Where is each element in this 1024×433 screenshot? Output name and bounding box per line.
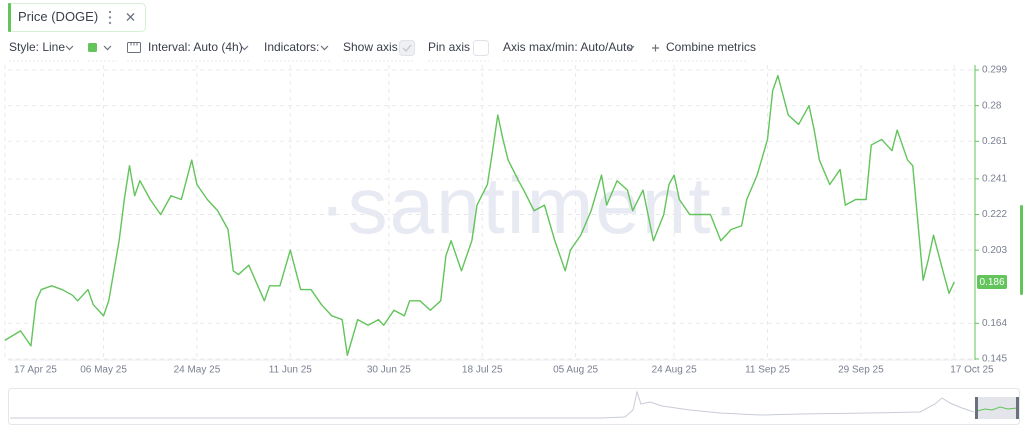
plus-icon (652, 44, 659, 52)
chevron (626, 45, 635, 51)
x-tick-label: 17 Oct 25 (950, 365, 994, 376)
navigator[interactable] (8, 388, 1020, 425)
style-button[interactable]: Style: Line (9, 40, 65, 54)
x-tick-label: 24 May 25 (174, 365, 221, 376)
y-tick-label: 0.145 (982, 354, 1007, 365)
navigator-handle[interactable] (1016, 397, 1019, 419)
toolbar: Style: Line Interval: Auto (4h) Indicato… (9, 40, 756, 62)
show-axis-checkbox[interactable] (399, 40, 415, 56)
y-tick-label: 0.299 (982, 65, 1007, 76)
checkmark (402, 44, 412, 53)
price-line (4, 74, 955, 356)
color-swatch[interactable] (88, 43, 97, 52)
metric-tag[interactable]: Price (DOGE) (8, 3, 146, 32)
last-value-badge (977, 275, 1007, 290)
y-tick-label: 0.164 (982, 318, 1007, 329)
chevron (103, 45, 112, 51)
chevron (65, 45, 74, 51)
metric-name: Price (DOGE) (18, 9, 98, 24)
y-tick-label: 0.28 (982, 100, 1002, 111)
x-tick-label: 06 May 25 (80, 365, 127, 376)
navigator-line (10, 390, 975, 419)
watermark: ·santiment· (319, 161, 741, 250)
metric-tag-accent (8, 3, 11, 32)
navigator-selected-line (976, 406, 1018, 412)
axis-minmax-button[interactable]: Axis max/min: Auto/Auto (503, 40, 633, 54)
x-tick-label: 24 Aug 25 (652, 365, 697, 376)
scroll-indicator (1020, 205, 1023, 295)
plot-area: 0.145 0.164 0.203 0.222 0.241 0.261 0.28 0.299 1… (4, 65, 1007, 376)
chevron (320, 45, 329, 51)
menu-icon[interactable] (108, 10, 112, 25)
interval-icon-ticks (130, 42, 138, 46)
navigator-handle[interactable] (975, 397, 978, 419)
x-tick-label: 17 Apr 25 (14, 365, 57, 376)
x-tick-label: 18 Jul 25 (462, 365, 503, 376)
x-tick-label: 11 Sep 25 (745, 365, 790, 376)
combine-button[interactable]: Combine metrics (666, 40, 756, 54)
y-tick-label: 0.261 (982, 136, 1007, 147)
show-axis-label[interactable]: Show axis (343, 40, 398, 54)
navigator-box (8, 388, 1020, 425)
interval-button[interactable]: Interval: Auto (4h) (148, 40, 243, 54)
x-tick-label: 05 Aug 25 (553, 365, 598, 376)
chevron (240, 45, 249, 51)
pin-axis-checkbox[interactable] (473, 40, 489, 56)
pin-axis-label[interactable]: Pin axis (428, 40, 470, 54)
y-tick-label: 0.241 (982, 173, 1007, 184)
indicators-button[interactable]: Indicators: (264, 40, 319, 54)
x-tick-label: 29 Sep 25 (838, 365, 884, 376)
last-value-label: 0.186 (979, 277, 1004, 288)
x-tick-label: 11 Jun 25 (269, 365, 313, 376)
y-tick-label: 0.203 (982, 245, 1007, 256)
x-tick-label: 30 Jun 25 (367, 365, 411, 376)
y-tick-label: 0.222 (982, 209, 1007, 220)
close-icon[interactable] (126, 13, 135, 21)
